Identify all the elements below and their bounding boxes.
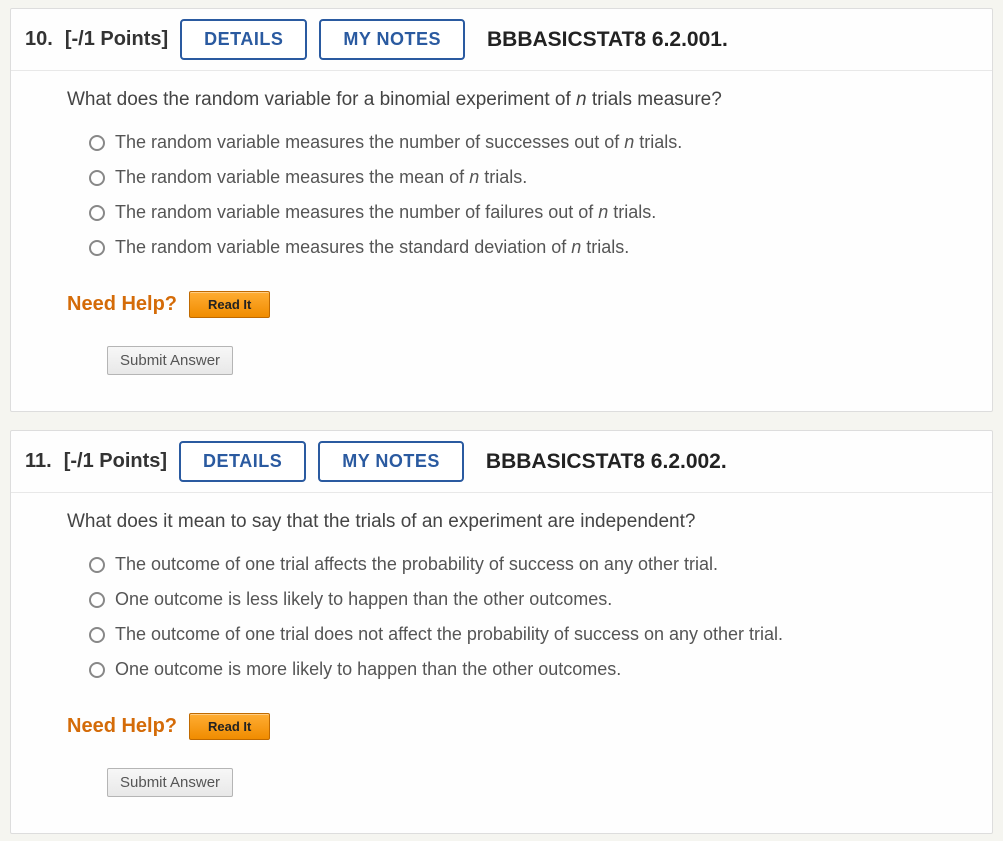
submit-row: Submit Answer [67,768,952,811]
my-notes-button[interactable]: MY NOTES [318,441,464,482]
radio-icon[interactable] [89,170,105,186]
question-header: 11. [-/1 Points] DETAILS MY NOTES BBBASI… [11,431,992,493]
radio-icon[interactable] [89,662,105,678]
option-text-post: trials. [608,202,656,222]
help-row: Need Help? Read It [67,291,952,318]
question-points: [-/1 Points] [65,28,168,51]
option-text-pre: The random variable measures the standar… [115,237,571,257]
need-help-label: Need Help? [67,293,177,316]
option-label: The random variable measures the number … [115,132,682,153]
options-list: The outcome of one trial affects the pro… [67,547,952,687]
option-text-pre: The random variable measures the number … [115,202,598,222]
question-number: 10. [25,28,53,51]
option-row[interactable]: One outcome is more likely to happen tha… [89,652,952,687]
option-row[interactable]: The outcome of one trial does not affect… [89,617,952,652]
radio-icon[interactable] [89,135,105,151]
radio-icon[interactable] [89,592,105,608]
option-text-pre: The outcome of one trial does not affect… [115,624,783,644]
option-row[interactable]: One outcome is less likely to happen tha… [89,582,952,617]
option-label: One outcome is more likely to happen tha… [115,659,621,680]
option-row[interactable]: The random variable measures the standar… [89,230,952,265]
read-it-button[interactable]: Read It [189,291,270,318]
option-text-post: trials. [634,132,682,152]
question-body: What does it mean to say that the trials… [11,493,992,833]
submit-answer-button[interactable]: Submit Answer [107,768,233,797]
option-variable: n [598,202,608,222]
option-label: The random variable measures the mean of… [115,167,527,188]
need-help-label: Need Help? [67,715,177,738]
question-prompt: What does it mean to say that the trials… [67,511,952,533]
option-variable: n [571,237,581,257]
radio-icon[interactable] [89,240,105,256]
prompt-text-pre: What does the random variable for a bino… [67,89,576,110]
prompt-text-pre: What does it mean to say that the trials… [67,511,695,532]
prompt-text-post: trials measure? [587,89,722,110]
my-notes-button[interactable]: MY NOTES [319,19,465,60]
option-label: The outcome of one trial affects the pro… [115,554,718,575]
read-it-button[interactable]: Read It [189,713,270,740]
submit-answer-button[interactable]: Submit Answer [107,346,233,375]
question-body: What does the random variable for a bino… [11,71,992,411]
details-button[interactable]: DETAILS [179,441,306,482]
option-text-pre: One outcome is more likely to happen tha… [115,659,621,679]
option-text-pre: The random variable measures the mean of [115,167,469,187]
option-row[interactable]: The outcome of one trial affects the pro… [89,547,952,582]
question-reference: BBBASICSTAT8 6.2.002. [486,450,727,474]
submit-row: Submit Answer [67,346,952,389]
question-11: 11. [-/1 Points] DETAILS MY NOTES BBBASI… [10,430,993,834]
option-label: The outcome of one trial does not affect… [115,624,783,645]
details-button[interactable]: DETAILS [180,19,307,60]
option-text-pre: The random variable measures the number … [115,132,624,152]
option-text-pre: The outcome of one trial affects the pro… [115,554,718,574]
question-reference: BBBASICSTAT8 6.2.001. [487,28,728,52]
question-prompt: What does the random variable for a bino… [67,89,952,111]
radio-icon[interactable] [89,205,105,221]
option-text-pre: One outcome is less likely to happen tha… [115,589,612,609]
question-points: [-/1 Points] [64,450,167,473]
option-text-post: trials. [479,167,527,187]
option-row[interactable]: The random variable measures the mean of… [89,160,952,195]
option-row[interactable]: The random variable measures the number … [89,125,952,160]
option-row[interactable]: The random variable measures the number … [89,195,952,230]
option-label: One outcome is less likely to happen tha… [115,589,612,610]
option-text-post: trials. [581,237,629,257]
radio-icon[interactable] [89,627,105,643]
question-number: 11. [25,450,52,473]
options-list: The random variable measures the number … [67,125,952,265]
option-variable: n [624,132,634,152]
radio-icon[interactable] [89,557,105,573]
option-label: The random variable measures the number … [115,202,656,223]
option-variable: n [469,167,479,187]
prompt-variable: n [576,89,587,110]
question-10: 10. [-/1 Points] DETAILS MY NOTES BBBASI… [10,8,993,412]
question-header: 10. [-/1 Points] DETAILS MY NOTES BBBASI… [11,9,992,71]
option-label: The random variable measures the standar… [115,237,629,258]
help-row: Need Help? Read It [67,713,952,740]
